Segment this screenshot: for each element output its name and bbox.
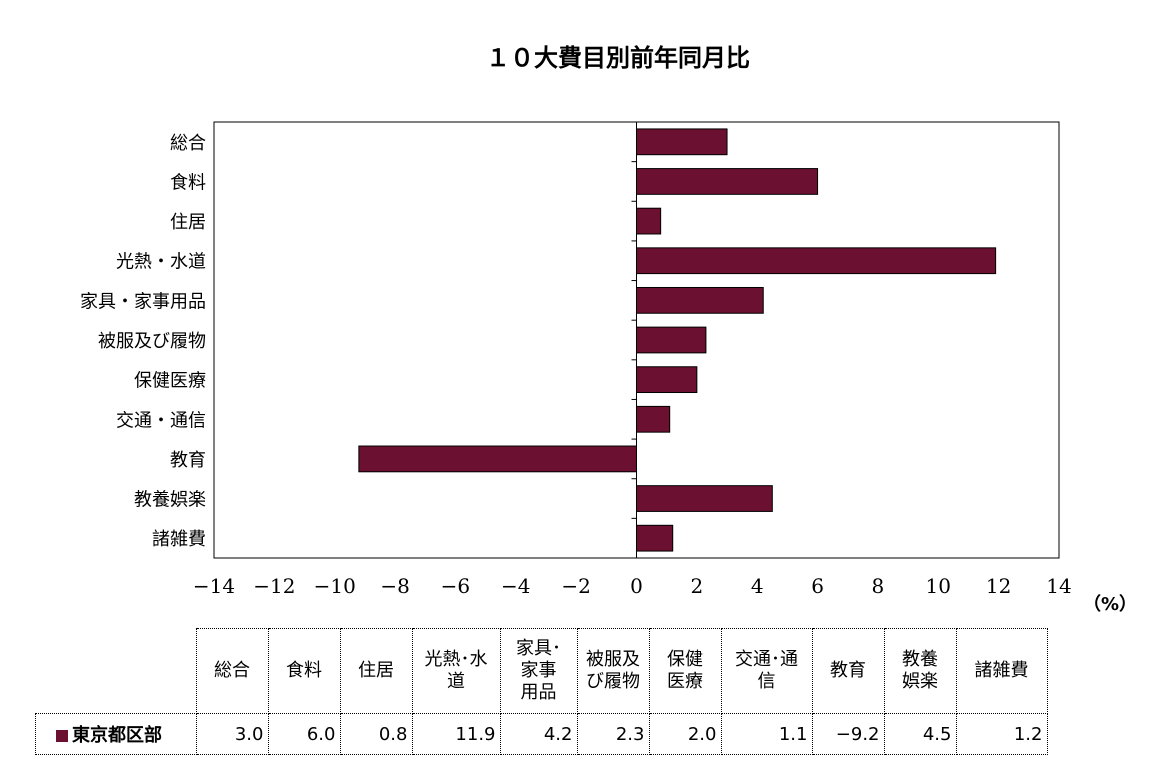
table-cell: 11.9 — [411, 713, 501, 755]
table-cell: 6.0 — [267, 713, 341, 755]
category-label: 教養娯楽 — [134, 490, 206, 511]
table-cell: −9.2 — [811, 713, 885, 755]
category-label: 住居 — [170, 212, 206, 233]
bars-group — [358, 128, 997, 552]
x-tick-labels: −14 −12 −10 −8 −6 −4 −2 0 2 4 6 8 10 12 14 — [193, 574, 1072, 598]
series-label-cell: 東京都区部 — [35, 713, 197, 755]
chart-title: １０大費目別前年同月比 — [486, 44, 750, 72]
x-tick-label: 6 — [811, 574, 824, 598]
category-label: 食料 — [170, 172, 206, 193]
table-header-cell: 諸雑費 — [955, 628, 1048, 714]
data-table: 総合 食料 住居 光熱･水道 家具･ 家事 用品 被服及 び履物 保健 医療 交通･通信… — [35, 628, 1048, 755]
table-cell: 1.1 — [720, 713, 813, 755]
bar — [636, 485, 773, 512]
category-ticks — [631, 121, 637, 559]
bar — [636, 247, 997, 275]
category-label: 光熱・水道 — [116, 252, 206, 273]
table-cell: 4.5 — [883, 713, 957, 755]
table-header-cell: 住居 — [339, 628, 413, 714]
x-tick-label: −10 — [314, 574, 356, 598]
x-tick-label: −6 — [441, 574, 470, 598]
x-tick-label: −2 — [561, 574, 590, 598]
category-label: 諸雑費 — [152, 529, 206, 550]
bar — [636, 326, 707, 354]
legend-swatch — [56, 730, 68, 742]
bar — [636, 405, 671, 433]
bar — [636, 207, 662, 235]
category-label: 家具・家事用品 — [80, 291, 206, 312]
category-labels: 総合食料住居光熱・水道家具・家事用品被服及び履物保健医療交通・通信教育教養娯楽諸… — [80, 133, 206, 550]
table-header-cell: 光熱･水道 — [411, 628, 501, 714]
bar — [636, 128, 728, 156]
category-label: 保健医療 — [134, 371, 206, 392]
bar-chart: １０大費目別前年同月比 総合食料住居光熱・水道家具・家事用品被服及び履物保健医療… — [80, 44, 1137, 615]
table-cell: 1.2 — [955, 713, 1048, 755]
bar — [636, 286, 764, 314]
x-tick-label: −14 — [193, 574, 235, 598]
category-label: 交通・通信 — [116, 410, 206, 431]
x-tick-label: 2 — [690, 574, 703, 598]
category-label: 被服及び履物 — [98, 331, 206, 352]
bar — [636, 366, 698, 394]
table-header-cell: 家具･ 家事 用品 — [499, 628, 578, 714]
table-header-cell: 総合 — [195, 628, 269, 714]
table-header-cell: 被服及 び履物 — [576, 628, 650, 714]
x-tick-label: −12 — [253, 574, 295, 598]
x-tick-label: 4 — [751, 574, 764, 598]
table-header-cell: 食料 — [267, 628, 341, 714]
table-corner-cell — [35, 628, 197, 714]
table-cell: 0.8 — [339, 713, 413, 755]
table-header-cell: 交通･通信 — [720, 628, 813, 714]
bar — [636, 524, 674, 552]
x-tick-label: 0 — [630, 574, 643, 598]
table-cell: 2.0 — [648, 713, 722, 755]
x-tick-label: 12 — [986, 574, 1011, 598]
table-cell: 4.2 — [499, 713, 578, 755]
x-tick-label: −4 — [501, 574, 530, 598]
category-label: 教育 — [170, 450, 206, 471]
x-tick-label: 14 — [1046, 574, 1071, 598]
table-row: 東京都区部 3.0 6.0 0.8 11.9 4.2 2.3 2.0 1.1 −… — [35, 713, 1048, 755]
table-cell: 3.0 — [195, 713, 269, 755]
x-tick-label: 10 — [926, 574, 951, 598]
bar — [358, 445, 637, 473]
x-tick-label: 8 — [872, 574, 885, 598]
x-tick-label: −8 — [380, 574, 409, 598]
table-cell: 2.3 — [576, 713, 650, 755]
table-header-cell: 教養 娯楽 — [883, 628, 957, 714]
category-label: 総合 — [170, 133, 206, 154]
table-header-cell: 教育 — [811, 628, 885, 714]
table-header-cell: 保健 医療 — [648, 628, 722, 714]
table-header-row: 総合 食料 住居 光熱･水道 家具･ 家事 用品 被服及 び履物 保健 医療 交通･通信… — [35, 628, 1048, 714]
bar — [636, 168, 819, 195]
unit-label: （%） — [1083, 594, 1137, 615]
